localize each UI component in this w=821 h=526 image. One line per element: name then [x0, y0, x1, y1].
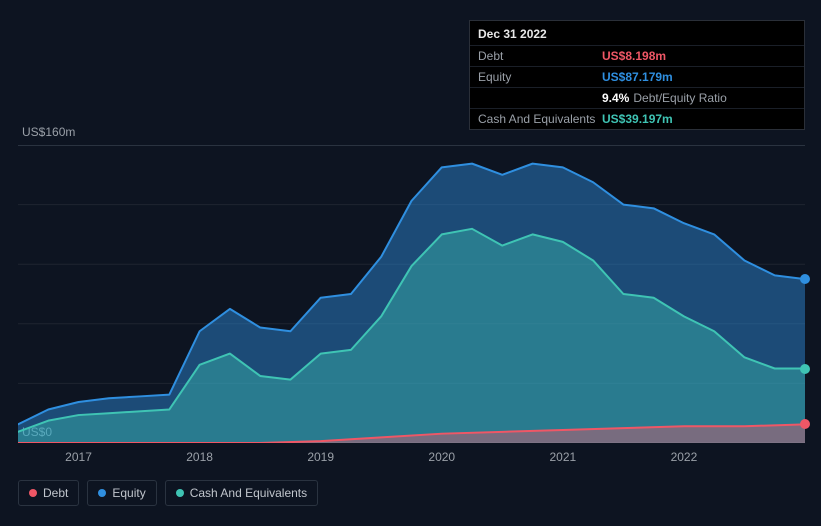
x-tick-label: 2021 — [549, 450, 576, 464]
legend-item[interactable]: Equity — [87, 480, 156, 506]
data-tooltip: Dec 31 2022 DebtUS$8.198mEquityUS$87.179… — [469, 20, 805, 130]
area-chart[interactable] — [18, 145, 805, 443]
tooltip-row-value: US$87.179m — [602, 70, 673, 84]
tooltip-row-label: Cash And Equivalents — [478, 112, 602, 126]
x-tick-label: 2020 — [428, 450, 455, 464]
tooltip-row-value: US$39.197m — [602, 112, 673, 126]
y-axis-max-label: US$160m — [22, 125, 75, 139]
legend-dot-icon — [29, 489, 37, 497]
tooltip-row: Cash And EquivalentsUS$39.197m — [470, 108, 804, 129]
x-tick-label: 2017 — [65, 450, 92, 464]
legend-dot-icon — [176, 489, 184, 497]
series-endpoint-marker — [800, 419, 810, 429]
tooltip-row: DebtUS$8.198m — [470, 45, 804, 66]
tooltip-date: Dec 31 2022 — [470, 21, 804, 45]
legend-item[interactable]: Cash And Equivalents — [165, 480, 318, 506]
legend: Debt Equity Cash And Equivalents — [18, 480, 318, 506]
tooltip-row-label — [478, 91, 602, 105]
legend-label: Debt — [43, 486, 68, 500]
x-axis-labels: 2017 2018 2019 2020 2021 2022 — [18, 450, 805, 470]
tooltip-ratio: 9.4%Debt/Equity Ratio — [602, 91, 727, 105]
tooltip-row: EquityUS$87.179m — [470, 66, 804, 87]
x-tick-label: 2019 — [307, 450, 334, 464]
series-endpoint-marker — [800, 274, 810, 284]
x-tick-label: 2018 — [186, 450, 213, 464]
tooltip-row: 9.4%Debt/Equity Ratio — [470, 87, 804, 108]
tooltip-row-value: US$8.198m — [602, 49, 666, 63]
tooltip-row-label: Debt — [478, 49, 602, 63]
legend-dot-icon — [98, 489, 106, 497]
legend-label: Cash And Equivalents — [190, 486, 307, 500]
legend-label: Equity — [112, 486, 145, 500]
series-endpoint-marker — [800, 364, 810, 374]
legend-item[interactable]: Debt — [18, 480, 79, 506]
x-tick-label: 2022 — [671, 450, 698, 464]
tooltip-row-label: Equity — [478, 70, 602, 84]
